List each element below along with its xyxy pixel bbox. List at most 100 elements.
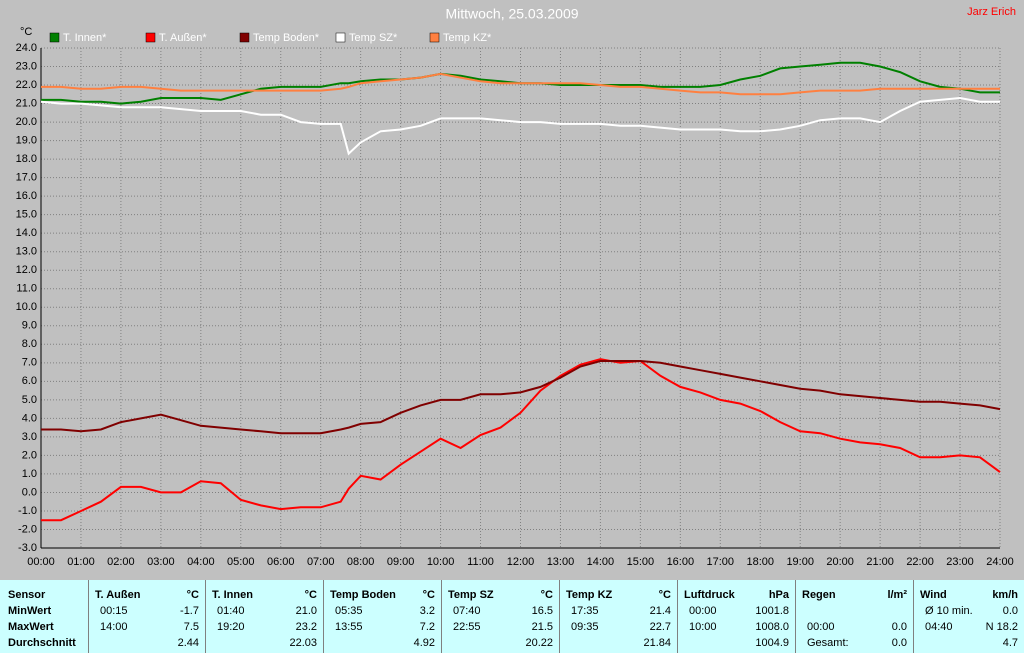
cell-value: 1004.9 — [755, 637, 789, 649]
series-line — [41, 358, 1001, 522]
cell-value: 0.0 — [1002, 605, 1018, 617]
cell-value: 4.7 — [1002, 637, 1018, 649]
column-separator — [913, 580, 914, 653]
cell-time: 17:35 — [571, 605, 599, 617]
cell-value: 0.0 — [891, 637, 907, 649]
group-name: Wind — [920, 589, 947, 601]
cell-value: 21.4 — [649, 605, 671, 617]
cell-time: 04:40 — [925, 621, 953, 633]
cell-value: 21.5 — [531, 621, 553, 633]
column-separator — [205, 580, 206, 653]
cell-value: 7.2 — [419, 621, 435, 633]
x-tick-label: 17:00 — [707, 556, 735, 568]
legend-swatch — [239, 32, 250, 43]
group-name: Temp SZ — [448, 589, 494, 601]
x-tick-label: 08:00 — [347, 556, 375, 568]
cell-value: 3.2 — [419, 605, 435, 617]
legend-label: Temp SZ* — [349, 32, 398, 44]
legend-swatch — [145, 32, 156, 43]
row-label: MaxWert — [8, 621, 54, 633]
group-unit: °C — [658, 589, 671, 601]
column-separator — [88, 580, 89, 653]
row-label: Durchschnitt — [8, 637, 76, 649]
x-tick-label: 22:00 — [906, 556, 934, 568]
annotation: Jarz Erich — [967, 6, 1016, 18]
legend-swatch — [335, 32, 346, 43]
x-tick-label: 15:00 — [627, 556, 655, 568]
y-tick-label: 5.0 — [22, 394, 37, 406]
cell-time: 10:00 — [689, 621, 717, 633]
y-tick-label: 20.0 — [16, 116, 37, 128]
y-tick-label: 15.0 — [16, 209, 37, 221]
cell-value: 7.5 — [183, 621, 199, 633]
cell-time: 00:15 — [100, 605, 128, 617]
cell-value: N 18.2 — [985, 621, 1018, 633]
group-name: Luftdruck — [684, 589, 735, 601]
group-unit: l/m² — [887, 589, 907, 601]
x-tick-label: 20:00 — [826, 556, 854, 568]
y-tick-label: 16.0 — [16, 190, 37, 202]
cell-time: 13:55 — [335, 621, 363, 633]
group-unit: °C — [304, 589, 317, 601]
x-tick-label: 11:00 — [467, 556, 494, 568]
group-name: Temp KZ — [566, 589, 613, 601]
x-tick-label: 10:00 — [427, 556, 455, 568]
x-tick-label: 03:00 — [147, 556, 175, 568]
x-tick-label: 04:00 — [187, 556, 215, 568]
chart-title: Mittwoch, 25.03.2009 — [445, 6, 578, 22]
legend-label: T. Außen* — [159, 32, 207, 44]
cell-value: 2.44 — [177, 637, 199, 649]
cell-value: 21.0 — [295, 605, 317, 617]
x-tick-label: 18:00 — [746, 556, 774, 568]
stats-table: Sensor MinWert MaxWert Durchschnitt T. Außen… — [0, 580, 1024, 653]
y-tick-label: 3.0 — [22, 431, 37, 443]
cell-value: 1001.8 — [755, 605, 789, 617]
group-name: Temp Boden — [330, 589, 396, 601]
cell-time: Gesamt: — [807, 637, 849, 649]
cell-value: 0.0 — [891, 621, 907, 633]
y-tick-label: 6.0 — [22, 375, 37, 387]
x-tick-label: 23:00 — [946, 556, 974, 568]
legend-swatch — [429, 32, 440, 43]
column-separator — [323, 580, 324, 653]
y-tick-label: 8.0 — [22, 338, 37, 350]
group-name: Regen — [802, 589, 836, 601]
x-tick-label: 13:00 — [547, 556, 575, 568]
legend-swatch — [49, 32, 60, 43]
group-unit: °C — [186, 589, 199, 601]
column-separator — [441, 580, 442, 653]
cell-value: -1.7 — [180, 605, 199, 617]
x-tick-label: 14:00 — [587, 556, 615, 568]
cell-value: 4.92 — [413, 637, 435, 649]
y-tick-label: -1.0 — [18, 505, 37, 517]
legend-label: T. Innen* — [63, 32, 107, 44]
series-line — [41, 72, 1000, 96]
y-tick-label: 2.0 — [22, 449, 37, 461]
y-tick-label: 14.0 — [16, 227, 37, 239]
y-tick-label: 24.0 — [16, 42, 37, 54]
x-tick-label: 16:00 — [667, 556, 695, 568]
y-tick-label: 12.0 — [16, 264, 37, 276]
y-tick-label: 13.0 — [16, 246, 37, 258]
column-separator — [795, 580, 796, 653]
y-tick-label: 19.0 — [16, 134, 37, 146]
cell-time: 14:00 — [100, 621, 128, 633]
y-tick-label: 4.0 — [22, 412, 37, 424]
x-tick-label: 19:00 — [786, 556, 814, 568]
cell-value: 20.22 — [525, 637, 553, 649]
legend-label: Temp KZ* — [443, 32, 492, 44]
y-tick-label: 7.0 — [22, 357, 37, 369]
y-tick-label: 22.0 — [16, 79, 37, 91]
group-unit: °C — [540, 589, 553, 601]
x-tick-label: 21:00 — [866, 556, 894, 568]
chart: Mittwoch, 25.03.2009 Jarz Erich °C -3.0 -… — [16, 6, 1016, 568]
cell-time: 09:35 — [571, 621, 599, 633]
cell-time: 19:20 — [217, 621, 245, 633]
x-tick-label: 06:00 — [267, 556, 295, 568]
y-tick-label: 17.0 — [16, 172, 37, 184]
cell-value: 16.5 — [531, 605, 553, 617]
group-unit: °C — [422, 589, 435, 601]
column-separator — [559, 580, 560, 653]
cell-time: 22:55 — [453, 621, 481, 633]
